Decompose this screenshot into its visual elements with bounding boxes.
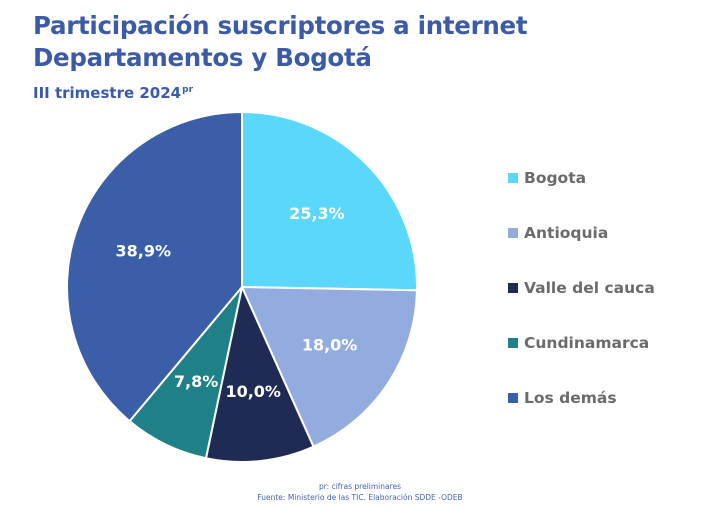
chart-title-line-1: Participación suscriptores a internet: [33, 11, 528, 40]
legend-swatch: [508, 338, 518, 348]
data-label-antioquia: 18,0%: [302, 335, 358, 354]
footnote-source: Fuente: Ministerio de las TIC. Elaboraci…: [257, 493, 463, 502]
chart-subtitle: III trimestre 2024pr: [33, 80, 193, 103]
pie-slice-los-demas: [66, 110, 243, 423]
chart-title-line-2: Departamentos y Bogotá: [33, 43, 372, 72]
legend-item-bogota: Bogota: [508, 163, 655, 193]
footnote-preliminary: pr: cifras preliminares: [318, 482, 402, 491]
data-label-los-demas: 38,9%: [116, 242, 172, 261]
chart-legend: Bogota Antioquia Valle del cauca Cundinamar…: [508, 163, 655, 438]
legend-label: Bogota: [524, 169, 587, 187]
chart-footer: pr: cifras preliminares Fuente: Minister…: [230, 481, 490, 503]
legend-swatch: [508, 393, 518, 403]
legend-label: Cundinamarca: [524, 334, 650, 352]
pie-slice-bogota: [241, 110, 418, 292]
legend-item-cundinamarca: Cundinamarca: [508, 328, 655, 358]
data-label-valle-del-cauca: 10,0%: [225, 382, 281, 401]
legend-item-antioquia: Antioquia: [508, 218, 655, 248]
chart-subtitle-text: III trimestre 2024: [33, 84, 182, 102]
chart-title: Participación suscriptores a internet De…: [33, 10, 528, 74]
legend-item-los-demas: Los demás: [508, 383, 655, 413]
legend-item-valle-del-cauca: Valle del cauca: [508, 273, 655, 303]
legend-label: Antioquia: [524, 224, 609, 242]
legend-swatch: [508, 173, 518, 183]
chart-subtitle-superscript: pr: [182, 85, 194, 95]
legend-label: Los demás: [524, 389, 617, 407]
pie-slice-antioquia: [240, 285, 418, 449]
legend-swatch: [508, 283, 518, 293]
data-label-bogota: 25,3%: [289, 204, 345, 223]
legend-swatch: [508, 228, 518, 238]
data-label-cundinamarca: 7,8%: [174, 372, 218, 391]
legend-label: Valle del cauca: [524, 279, 655, 297]
